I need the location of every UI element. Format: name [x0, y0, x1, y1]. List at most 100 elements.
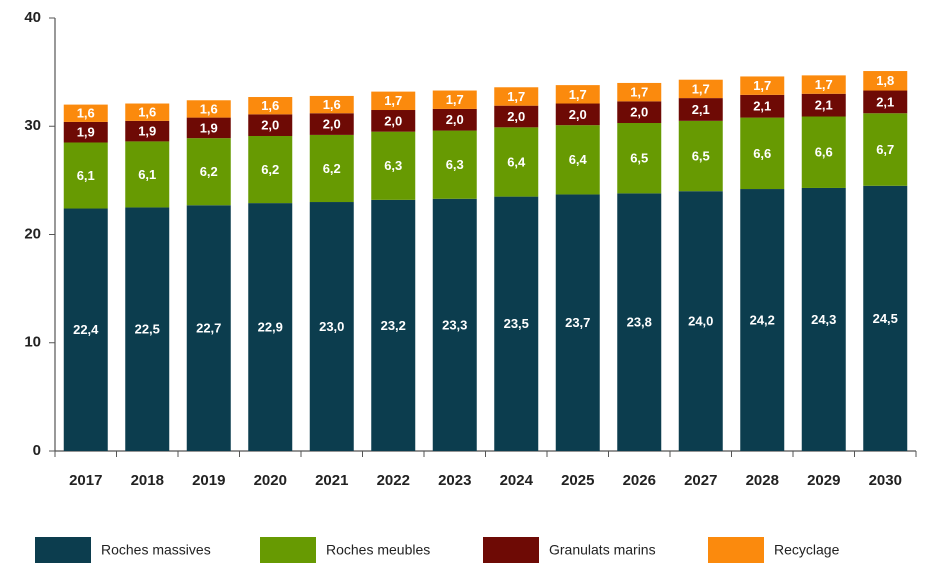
x-tick-label: 2027 — [684, 472, 717, 489]
x-tick-label: 2020 — [254, 472, 287, 489]
bar-segment — [432, 198, 477, 451]
bar-segment — [186, 205, 231, 451]
bar-segment — [678, 120, 723, 192]
x-tick-label: 2018 — [131, 472, 164, 489]
bar-segment — [432, 108, 477, 131]
bar-segment — [863, 71, 908, 91]
value-label: 2,0 — [446, 112, 464, 127]
bar-segment — [371, 199, 416, 451]
value-label: 1,9 — [77, 125, 95, 140]
x-tick-label: 2017 — [69, 472, 102, 489]
bar-segment — [125, 141, 170, 208]
value-label: 24,3 — [811, 312, 836, 327]
bar-segment — [309, 95, 354, 114]
bar-segment — [494, 127, 539, 197]
value-label: 2,1 — [815, 98, 833, 113]
value-label: 1,6 — [77, 106, 95, 121]
value-label: 2,0 — [384, 113, 402, 128]
y-tick-label: 40 — [24, 9, 41, 26]
bar-segment — [248, 114, 293, 136]
legend-swatch — [260, 537, 316, 563]
legend-label: Granulats marins — [549, 542, 656, 558]
bar-segment — [248, 135, 293, 204]
bar-segment — [432, 90, 477, 109]
legend-swatch — [708, 537, 764, 563]
value-label: 6,1 — [77, 168, 95, 183]
value-label: 22,9 — [258, 319, 283, 334]
value-label: 2,0 — [507, 109, 525, 124]
value-label: 24,5 — [873, 311, 898, 326]
y-tick-label: 0 — [33, 442, 41, 459]
value-label: 1,6 — [138, 105, 156, 120]
value-label: 23,5 — [504, 316, 529, 331]
y-tick-label: 20 — [24, 225, 41, 242]
x-tick-label: 2023 — [438, 472, 471, 489]
bar-segment — [801, 187, 846, 451]
value-label: 2,0 — [261, 118, 279, 133]
value-label: 1,7 — [692, 81, 710, 96]
x-tick-label: 2024 — [500, 472, 534, 489]
bar-segment — [494, 105, 539, 128]
value-label: 24,2 — [750, 312, 775, 327]
bar-segment — [863, 113, 908, 186]
bar-segment — [555, 125, 600, 195]
value-label: 22,5 — [135, 322, 160, 337]
value-label: 23,0 — [319, 319, 344, 334]
value-label: 6,3 — [446, 157, 464, 172]
x-tick-label: 2026 — [623, 472, 656, 489]
bar-segment — [309, 134, 354, 203]
bar-segment — [678, 98, 723, 121]
value-label: 6,2 — [200, 164, 218, 179]
bar-segment — [248, 203, 293, 451]
bar-segment — [678, 79, 723, 99]
value-label: 23,8 — [627, 315, 652, 330]
value-label: 22,4 — [73, 322, 99, 337]
bar-segment — [186, 138, 231, 206]
x-tick-label: 2019 — [192, 472, 225, 489]
value-label: 2,0 — [323, 117, 341, 132]
value-label: 1,7 — [569, 87, 587, 102]
value-label: 1,6 — [323, 97, 341, 112]
value-label: 1,9 — [138, 124, 156, 139]
bar-segment — [555, 194, 600, 451]
value-label: 6,5 — [630, 151, 648, 166]
bar-segment — [125, 103, 170, 121]
value-label: 6,6 — [753, 146, 771, 161]
value-label: 6,2 — [323, 161, 341, 176]
bar-segment — [740, 94, 785, 118]
value-label: 1,7 — [753, 78, 771, 93]
value-label: 2,0 — [630, 105, 648, 120]
value-label: 1,7 — [630, 85, 648, 100]
bar-segment — [63, 208, 108, 451]
bar-segment — [617, 82, 662, 102]
bar-segment — [863, 185, 908, 451]
legend-label: Roches meubles — [326, 542, 430, 558]
x-tick-label: 2028 — [746, 472, 779, 489]
bar-segment — [555, 85, 600, 104]
y-tick-label: 10 — [24, 334, 41, 351]
value-label: 23,2 — [381, 318, 406, 333]
value-label: 2,1 — [753, 99, 771, 114]
value-label: 24,0 — [688, 314, 713, 329]
y-tick-label: 30 — [24, 117, 41, 134]
bar-segment — [63, 104, 108, 122]
x-tick-label: 2021 — [315, 472, 348, 489]
bar-segment — [309, 202, 354, 451]
x-tick-label: 2025 — [561, 472, 594, 489]
bar-segment — [555, 103, 600, 126]
bar-segment — [371, 91, 416, 111]
value-label: 6,4 — [569, 152, 588, 167]
value-label: 22,7 — [196, 321, 221, 336]
bar-segment — [740, 117, 785, 190]
value-label: 2,0 — [569, 107, 587, 122]
value-label: 1,7 — [384, 93, 402, 108]
value-label: 1,7 — [446, 92, 464, 107]
legend-swatch — [35, 537, 91, 563]
bar-segment — [494, 196, 539, 451]
value-label: 6,2 — [261, 162, 279, 177]
bar-segment — [63, 121, 108, 143]
legend-label: Recyclage — [774, 542, 840, 558]
x-tick-label: 2029 — [807, 472, 840, 489]
value-label: 6,6 — [815, 145, 833, 160]
bar-segment — [371, 131, 416, 200]
